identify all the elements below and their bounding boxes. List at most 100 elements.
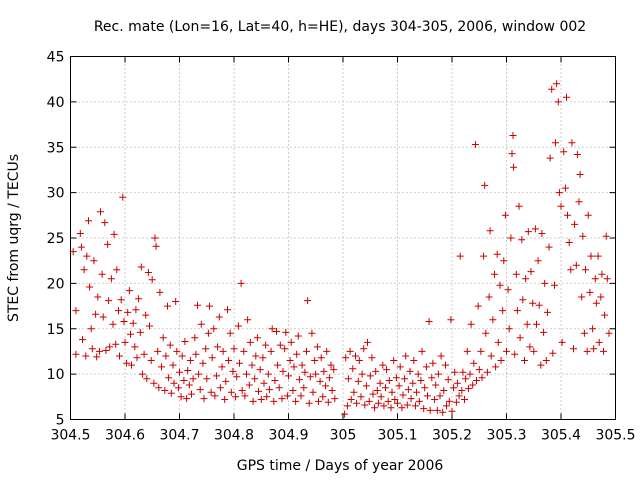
data-point <box>499 307 507 315</box>
data-point <box>553 80 561 88</box>
data-point <box>573 151 581 158</box>
data-point <box>279 367 287 375</box>
y-tick-label: 35 <box>47 140 65 156</box>
x-tick-label: 304.9 <box>268 428 308 444</box>
data-point <box>146 322 153 330</box>
data-point <box>605 329 613 337</box>
data-point <box>384 397 392 405</box>
data-point <box>123 359 131 367</box>
data-point <box>263 393 271 401</box>
data-point <box>305 399 313 407</box>
data-point <box>398 404 406 412</box>
data-point <box>549 349 557 357</box>
data-point <box>265 386 273 394</box>
x-tick-label: 304.5 <box>50 428 90 444</box>
data-point <box>383 366 391 374</box>
data-point <box>590 345 598 353</box>
data-point <box>385 377 393 384</box>
data-point <box>511 350 519 358</box>
data-point <box>177 393 185 401</box>
data-point <box>373 387 381 394</box>
data-point <box>442 361 449 369</box>
data-point <box>563 93 570 101</box>
data-point <box>317 354 325 362</box>
data-point <box>252 352 260 360</box>
data-point <box>309 388 317 396</box>
data-point <box>519 296 527 304</box>
data-point <box>196 386 204 394</box>
data-point <box>72 350 80 358</box>
x-tick-label: 305.1 <box>377 428 417 444</box>
data-point <box>286 357 294 364</box>
data-point <box>290 363 298 371</box>
data-point <box>529 299 537 307</box>
data-point <box>188 390 195 398</box>
data-point <box>501 211 509 219</box>
data-point <box>376 379 384 387</box>
data-point <box>285 372 292 380</box>
data-point <box>206 302 213 310</box>
data-point <box>121 338 129 346</box>
data-point <box>395 382 403 390</box>
data-point <box>451 368 459 376</box>
data-point <box>552 139 559 147</box>
data-point <box>184 367 192 374</box>
data-point <box>244 316 252 324</box>
y-tick-label: 5 <box>56 413 65 429</box>
data-point <box>452 398 460 406</box>
tick-labels: 304.5 304.6 304.7 304.8 304.9 305 305.1 305.2 30… <box>47 50 636 444</box>
data-point <box>372 367 380 375</box>
data-point <box>567 266 575 274</box>
data-point <box>561 184 569 192</box>
data-point <box>523 320 531 328</box>
data-point <box>390 357 398 364</box>
data-point <box>93 353 101 361</box>
data-point <box>276 341 284 349</box>
data-point <box>380 402 388 410</box>
data-point <box>159 334 167 342</box>
data-point <box>350 388 358 396</box>
data-point <box>582 266 589 274</box>
data-point <box>173 347 181 355</box>
data-point <box>580 329 588 337</box>
data-point <box>92 310 100 318</box>
data-point <box>262 341 270 349</box>
data-point <box>425 318 433 325</box>
data-point <box>204 329 212 337</box>
data-point <box>174 384 182 392</box>
data-point <box>364 338 371 346</box>
data-point <box>151 234 159 242</box>
data-point <box>391 396 399 403</box>
data-point <box>473 377 480 384</box>
x-tick-label: 305.4 <box>541 428 581 444</box>
data-point <box>83 252 91 260</box>
data-point <box>90 257 98 265</box>
data-point <box>415 397 423 405</box>
data-point <box>101 219 109 227</box>
data-point <box>303 347 310 355</box>
data-point <box>152 242 160 250</box>
data-point <box>131 343 139 351</box>
data-point <box>292 397 300 405</box>
data-point <box>298 361 306 369</box>
data-point <box>538 230 546 237</box>
data-point <box>76 230 84 237</box>
data-point <box>527 268 535 276</box>
data-point <box>241 392 249 400</box>
data-point <box>568 139 576 147</box>
data-point <box>521 357 528 364</box>
data-point <box>595 338 603 346</box>
data-point <box>584 211 592 219</box>
data-point <box>353 399 361 407</box>
data-point <box>403 401 411 409</box>
data-point <box>347 396 355 403</box>
data-point <box>176 368 183 376</box>
data-point <box>72 307 80 315</box>
data-point <box>221 396 229 403</box>
data-point <box>401 375 409 383</box>
data-point <box>234 322 242 330</box>
data-point <box>497 357 505 364</box>
grid <box>70 56 616 420</box>
data-point <box>125 287 133 295</box>
data-point <box>371 404 379 412</box>
